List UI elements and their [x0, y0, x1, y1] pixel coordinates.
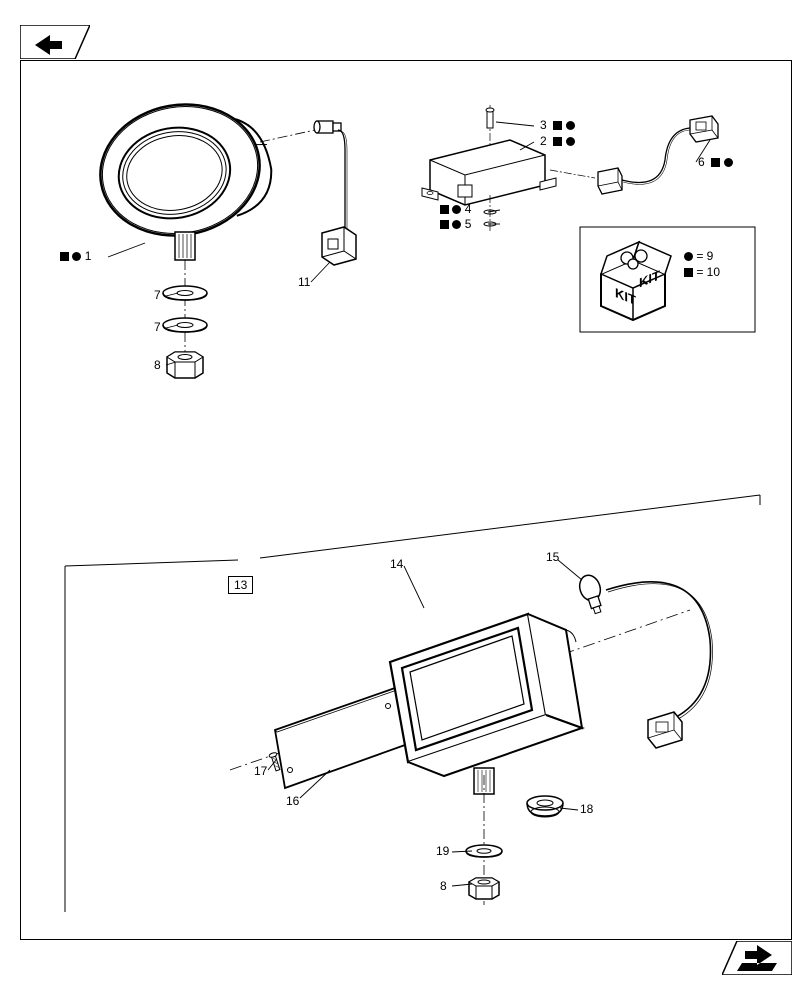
grommet-18 [527, 796, 563, 817]
callout-8b: 8 [440, 879, 447, 893]
lens-cover [275, 688, 405, 788]
callout-2: 2 [540, 134, 575, 148]
hex-nut-upper [167, 352, 203, 378]
harness-6 [550, 116, 718, 194]
callout-3: 3 [540, 118, 575, 132]
callout-6: 6 [698, 155, 733, 169]
oval-light [90, 90, 280, 378]
callout-16: 16 [286, 794, 299, 808]
callout-8a: 8 [154, 358, 161, 372]
bulb-wire [606, 582, 713, 748]
parts-diagram: KIT KIT [0, 0, 812, 1000]
callout-7a: 7 [154, 288, 161, 302]
callout-5: 5 [440, 217, 471, 231]
callout-19: 19 [436, 844, 449, 858]
callout-10: = 10 [684, 265, 720, 279]
wire-and-connector-11 [260, 121, 356, 265]
hex-nut-lower [469, 878, 499, 899]
callout-11: 11 [298, 275, 310, 289]
callout-18: 18 [580, 802, 593, 816]
callout-1: 1 [60, 249, 91, 263]
callout-13: 13 [228, 576, 253, 594]
callout-14: 14 [390, 557, 403, 571]
washer-upper [163, 286, 207, 300]
washer-lower [163, 318, 207, 332]
rect-housing [390, 614, 582, 794]
callout-7b: 7 [154, 320, 161, 334]
callout-17: 17 [254, 764, 267, 778]
callout-4: 4 [440, 202, 471, 216]
callout-15: 15 [546, 550, 559, 564]
callout-9: = 9 [684, 249, 713, 263]
kit-icon: KIT KIT [580, 227, 755, 332]
